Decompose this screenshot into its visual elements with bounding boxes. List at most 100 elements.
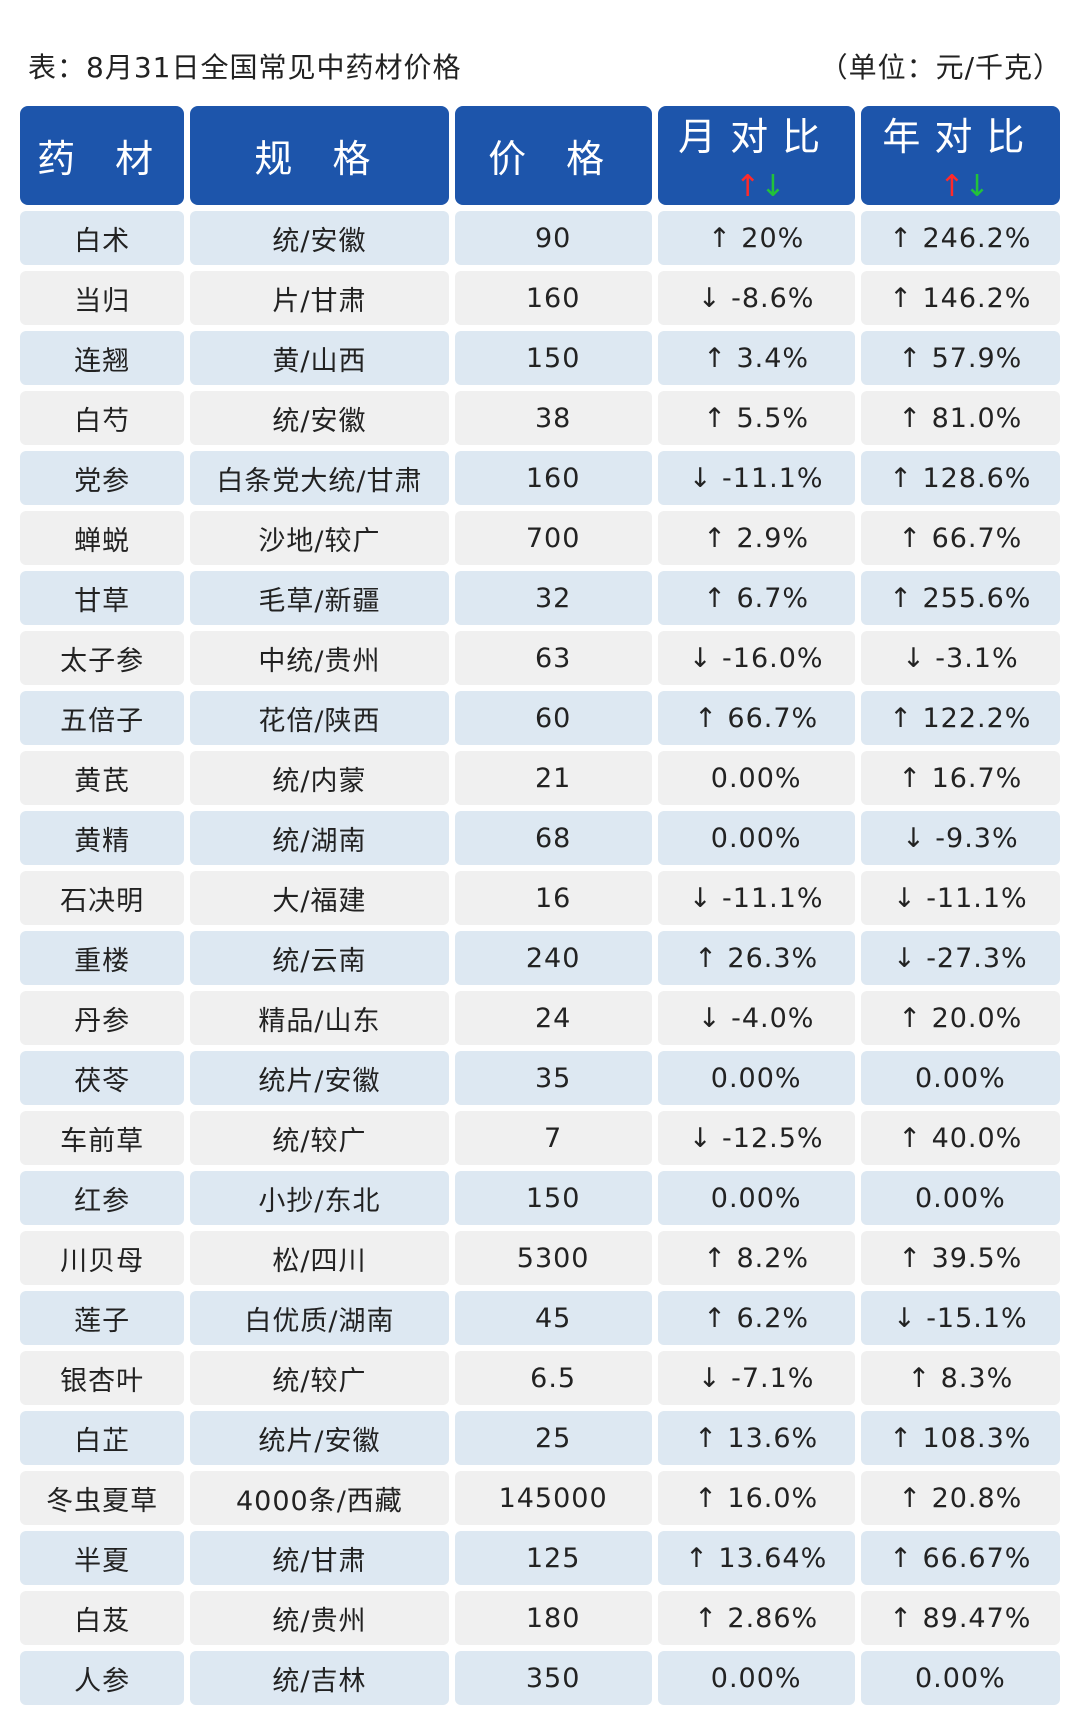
cell-year-compare: ↑ 57.9% [860, 331, 1060, 385]
cell-month-compare: 0.00% [657, 1171, 855, 1225]
cell-price: 160 [454, 451, 652, 505]
cell-year-compare: ↑ 39.5% [860, 1231, 1060, 1285]
cell-month-compare: ↓ -11.1% [657, 451, 855, 505]
table-row: 黄芪 统/内蒙 21 0.00% ↑ 16.7% [20, 751, 1060, 805]
table-row: 当归 片/甘肃 160 ↓ -8.6% ↑ 146.2% [20, 271, 1060, 325]
cell-herb: 半夏 [20, 1531, 185, 1585]
cell-month-compare: ↑ 3.4% [657, 331, 855, 385]
cell-month-compare: ↑ 26.3% [657, 931, 855, 985]
cell-price: 35 [454, 1051, 652, 1105]
cell-spec: 大/福建 [190, 871, 449, 925]
table-row: 重楼 统/云南 240 ↑ 26.3% ↓ -27.3% [20, 931, 1060, 985]
header-herb: 药 材 [20, 106, 185, 205]
cell-spec: 沙地/较广 [190, 511, 449, 565]
cell-year-compare: 0.00% [860, 1051, 1060, 1105]
cell-year-compare: ↑ 246.2% [860, 211, 1060, 265]
header-price: 价 格 [454, 106, 652, 205]
cell-year-compare: ↑ 66.67% [860, 1531, 1060, 1585]
cell-herb: 蝉蜕 [20, 511, 185, 565]
cell-price: 150 [454, 331, 652, 385]
cell-month-compare: 0.00% [657, 1051, 855, 1105]
cell-herb: 当归 [20, 271, 185, 325]
cell-price: 68 [454, 811, 652, 865]
cell-price: 32 [454, 571, 652, 625]
cell-herb: 石决明 [20, 871, 185, 925]
table-body: 白术 统/安徽 90 ↑ 20% ↑ 246.2% 当归 片/甘肃 160 ↓ -8.6% ↑ 1… [20, 211, 1060, 1705]
header-year-compare: 年对比↑↓ [860, 106, 1060, 205]
down-arrow-icon: ↓ [964, 169, 990, 204]
cell-month-compare: ↑ 6.2% [657, 1291, 855, 1345]
cell-month-compare: ↓ -7.1% [657, 1351, 855, 1405]
cell-price: 63 [454, 631, 652, 685]
cell-year-compare: ↑ 81.0% [860, 391, 1060, 445]
cell-herb: 川贝母 [20, 1231, 185, 1285]
table-row: 党参 白条党大统/甘肃 160 ↓ -11.1% ↑ 128.6% [20, 451, 1060, 505]
cell-month-compare: ↑ 13.64% [657, 1531, 855, 1585]
table-row: 石决明 大/福建 16 ↓ -11.1% ↓ -11.1% [20, 871, 1060, 925]
cell-month-compare: ↑ 5.5% [657, 391, 855, 445]
cell-spec: 统/安徽 [190, 211, 449, 265]
table-row: 银杏叶 统/较广 6.5 ↓ -7.1% ↑ 8.3% [20, 1351, 1060, 1405]
cell-herb: 党参 [20, 451, 185, 505]
table-row: 丹参 精品/山东 24 ↓ -4.0% ↑ 20.0% [20, 991, 1060, 1045]
cell-spec: 片/甘肃 [190, 271, 449, 325]
cell-herb: 冬虫夏草 [20, 1471, 185, 1525]
cell-year-compare: ↑ 108.3% [860, 1411, 1060, 1465]
cell-year-compare: ↑ 20.0% [860, 991, 1060, 1045]
cell-year-compare: ↓ -3.1% [860, 631, 1060, 685]
cell-herb: 黄芪 [20, 751, 185, 805]
cell-price: 5300 [454, 1231, 652, 1285]
cell-spec: 统/较广 [190, 1351, 449, 1405]
cell-herb: 连翘 [20, 331, 185, 385]
table-caption: 表：8月31日全国常见中药材价格 （单位：元/千克） [0, 40, 1080, 90]
cell-spec: 统/吉林 [190, 1651, 449, 1705]
cell-price: 160 [454, 271, 652, 325]
header-month-compare: 月对比↑↓ [657, 106, 855, 205]
cell-herb: 茯苓 [20, 1051, 185, 1105]
cell-price: 7 [454, 1111, 652, 1165]
cell-herb: 莲子 [20, 1291, 185, 1345]
cell-year-compare: ↓ -9.3% [860, 811, 1060, 865]
cell-spec: 统/安徽 [190, 391, 449, 445]
cell-spec: 白优质/湖南 [190, 1291, 449, 1345]
cell-spec: 4000条/西藏 [190, 1471, 449, 1525]
cell-spec: 松/四川 [190, 1231, 449, 1285]
herb-price-table: 药 材 规 格 价 格 月对比↑↓ 年对比↑↓ 白术 统/安徽 90 ↑ 20% ↑ 2… [14, 100, 1066, 1711]
cell-herb: 五倍子 [20, 691, 185, 745]
cell-year-compare: ↓ -15.1% [860, 1291, 1060, 1345]
cell-year-compare: ↑ 122.2% [860, 691, 1060, 745]
cell-price: 90 [454, 211, 652, 265]
cell-spec: 统/较广 [190, 1111, 449, 1165]
cell-spec: 毛草/新疆 [190, 571, 449, 625]
cell-year-compare: ↑ 255.6% [860, 571, 1060, 625]
cell-herb: 甘草 [20, 571, 185, 625]
table-row: 黄精 统/湖南 68 0.00% ↓ -9.3% [20, 811, 1060, 865]
cell-price: 150 [454, 1171, 652, 1225]
table-row: 白芍 统/安徽 38 ↑ 5.5% ↑ 81.0% [20, 391, 1060, 445]
cell-spec: 统/云南 [190, 931, 449, 985]
cell-month-compare: ↓ -8.6% [657, 271, 855, 325]
down-arrow-icon: ↓ [760, 169, 786, 204]
table-row: 冬虫夏草 4000条/西藏 145000 ↑ 16.0% ↑ 20.8% [20, 1471, 1060, 1525]
cell-year-compare: ↓ -11.1% [860, 871, 1060, 925]
cell-month-compare: ↑ 13.6% [657, 1411, 855, 1465]
cell-herb: 太子参 [20, 631, 185, 685]
cell-price: 21 [454, 751, 652, 805]
header-spec: 规 格 [190, 106, 449, 205]
cell-spec: 精品/山东 [190, 991, 449, 1045]
cell-spec: 统/贵州 [190, 1591, 449, 1645]
cell-year-compare: ↑ 146.2% [860, 271, 1060, 325]
cell-price: 6.5 [454, 1351, 652, 1405]
cell-spec: 白条党大统/甘肃 [190, 451, 449, 505]
cell-herb: 银杏叶 [20, 1351, 185, 1405]
cell-herb: 白术 [20, 211, 185, 265]
cell-month-compare: ↓ -4.0% [657, 991, 855, 1045]
cell-herb: 人参 [20, 1651, 185, 1705]
cell-year-compare: ↑ 40.0% [860, 1111, 1060, 1165]
cell-herb: 丹参 [20, 991, 185, 1045]
table-row: 红参 小抄/东北 150 0.00% 0.00% [20, 1171, 1060, 1225]
cell-month-compare: ↑ 2.86% [657, 1591, 855, 1645]
cell-price: 24 [454, 991, 652, 1045]
table-row: 太子参 中统/贵州 63 ↓ -16.0% ↓ -3.1% [20, 631, 1060, 685]
cell-price: 350 [454, 1651, 652, 1705]
